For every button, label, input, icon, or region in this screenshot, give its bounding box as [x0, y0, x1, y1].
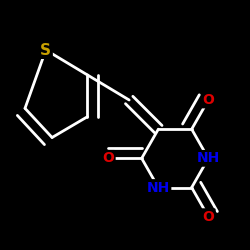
- Text: O: O: [202, 93, 214, 107]
- Text: NH: NH: [147, 180, 170, 194]
- Text: NH: NH: [197, 151, 220, 165]
- Text: S: S: [40, 42, 51, 58]
- Text: O: O: [102, 151, 114, 165]
- Text: O: O: [202, 210, 214, 224]
